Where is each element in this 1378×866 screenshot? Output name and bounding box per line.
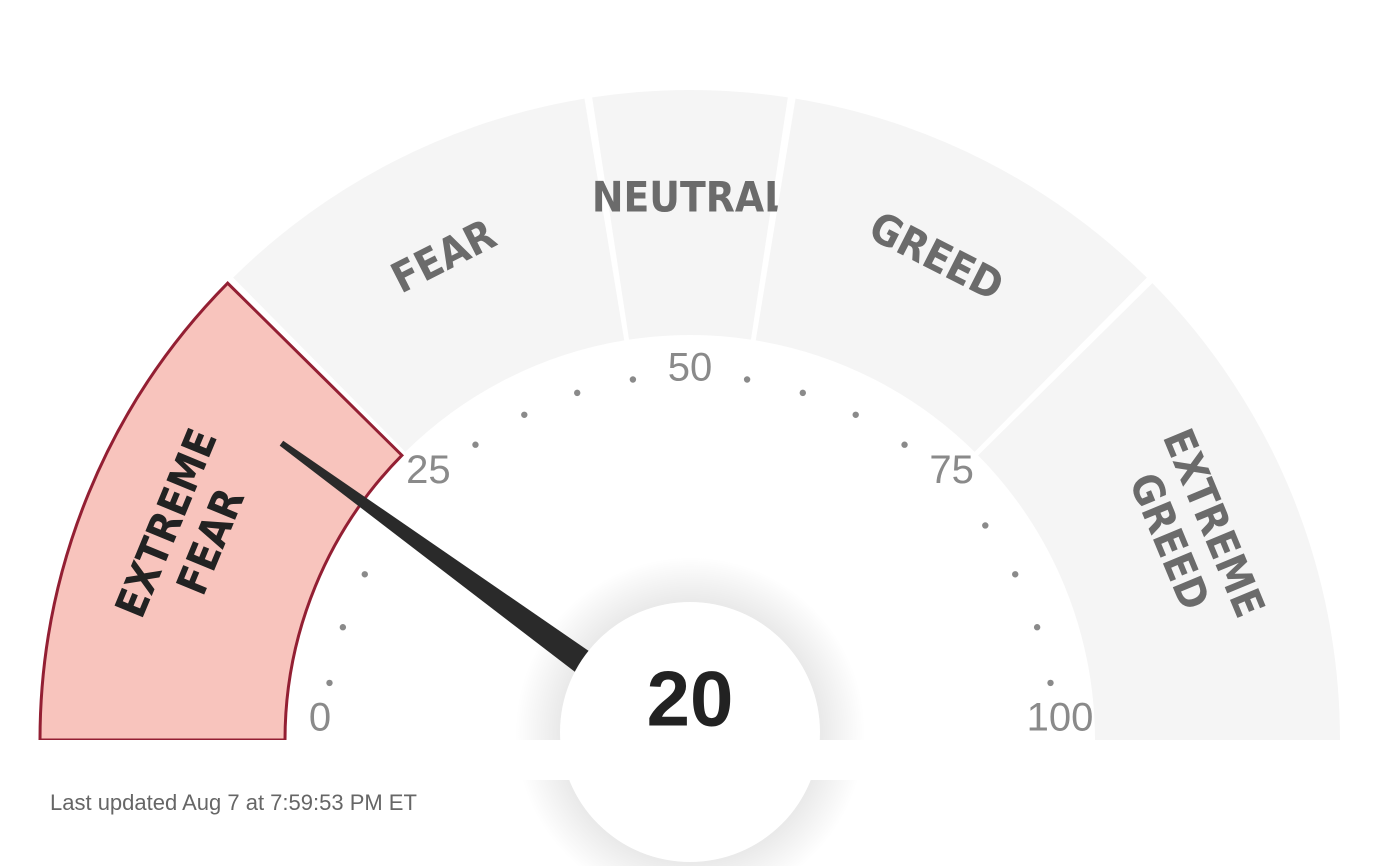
minor-tick [472,441,479,448]
tick-label: 75 [929,448,974,492]
gauge-segment [38,281,405,742]
gauge-segment [592,89,788,340]
hub [560,602,820,862]
minor-tick [1047,679,1054,687]
minor-tick [339,624,347,631]
minor-tick [852,411,859,418]
minor-tick [743,376,751,383]
bottom-mask [0,740,1378,780]
gauge-segment [233,98,625,452]
tick-label: 25 [406,448,451,492]
minor-tick [521,411,528,418]
gauge-value: 20 [647,655,734,743]
minor-tick [361,571,368,578]
minor-tick [982,522,989,529]
minor-tick [901,441,908,448]
minor-tick [799,389,806,397]
gauge-segment [755,98,1147,452]
needle [279,440,605,683]
tick-label: 100 [1027,696,1094,740]
tick-label: 0 [309,696,331,740]
minor-tick [1033,624,1041,631]
minor-tick [326,679,333,687]
minor-tick [574,389,581,397]
minor-tick [1012,571,1019,578]
tick-label: 50 [668,346,713,390]
footnote: Last updated Aug 7 at 7:59:53 PM ET [50,790,417,815]
segment-label: NEUTRAL [592,173,788,222]
gauge-segment [978,283,1340,740]
minor-tick [629,376,637,383]
